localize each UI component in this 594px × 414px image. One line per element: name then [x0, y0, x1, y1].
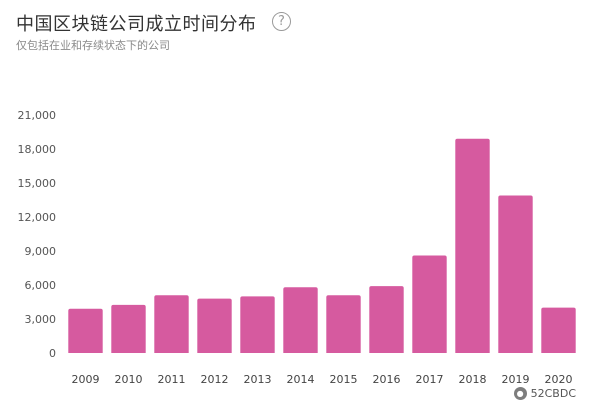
x-tick-label: 2019: [502, 373, 530, 386]
bar-2019[interactable]: [498, 195, 533, 353]
x-tick-label: 2020: [545, 373, 573, 386]
x-tick-label: 2013: [244, 373, 272, 386]
y-tick-label: 6,000: [25, 279, 57, 292]
y-tick-label: 9,000: [25, 245, 57, 258]
bar-2017[interactable]: [412, 255, 447, 353]
x-tick-label: 2009: [72, 373, 100, 386]
bar-2012[interactable]: [197, 298, 232, 353]
bar-2011[interactable]: [154, 295, 189, 353]
wechat-icon: ●: [513, 387, 527, 400]
x-tick-label: 2016: [373, 373, 401, 386]
y-tick-label: 18,000: [18, 143, 57, 156]
bar-2015[interactable]: [326, 295, 361, 353]
x-tick-label: 2010: [115, 373, 143, 386]
chart-subtitle: 仅包括在业和存续状态下的公司: [16, 39, 170, 52]
y-tick-label: 21,000: [18, 109, 57, 122]
watermark: ● 52CBDC: [513, 387, 576, 400]
x-tick-label: 2014: [287, 373, 315, 386]
bar-2018[interactable]: [455, 138, 490, 353]
x-tick-label: 2015: [330, 373, 358, 386]
bar-2013[interactable]: [240, 296, 275, 353]
bar-2014[interactable]: [283, 287, 318, 353]
question-circle-icon[interactable]: ?: [272, 12, 291, 31]
x-tick-label: 2012: [201, 373, 229, 386]
bar-2020[interactable]: [541, 307, 576, 353]
x-tick-label: 2017: [416, 373, 444, 386]
y-tick-label: 15,000: [18, 177, 57, 190]
y-tick-label: 0: [49, 347, 56, 360]
bar-2009[interactable]: [68, 308, 103, 353]
y-tick-label: 3,000: [25, 313, 57, 326]
x-tick-label: 2018: [459, 373, 487, 386]
y-tick-label: 12,000: [18, 211, 57, 224]
bar-2010[interactable]: [111, 304, 146, 353]
bar-2016[interactable]: [369, 286, 404, 353]
chart-title: 中国区块链公司成立时间分布: [16, 14, 257, 35]
watermark-text: 52CBDC: [530, 387, 576, 400]
x-tick-label: 2011: [158, 373, 186, 386]
